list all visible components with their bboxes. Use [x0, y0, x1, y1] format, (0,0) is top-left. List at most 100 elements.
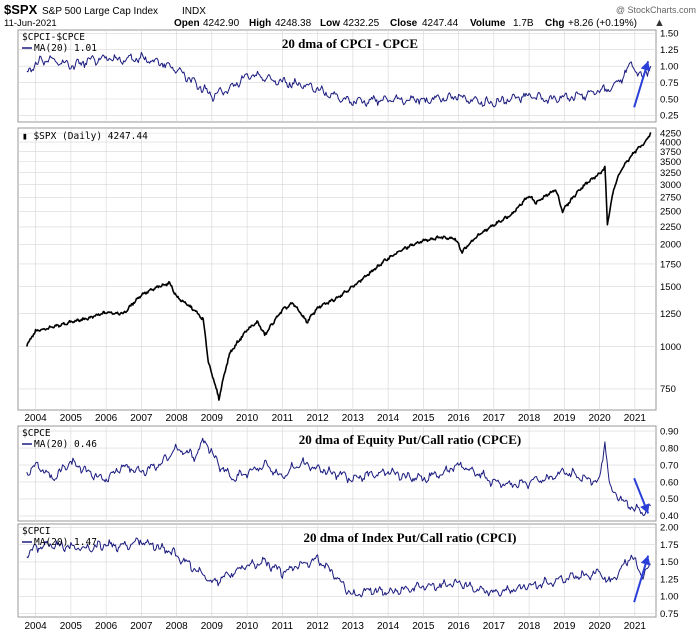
cpci_cpce-series-line: [26, 51, 652, 108]
open-label: Open: [174, 18, 200, 29]
x-tick-label-spx: 2007: [130, 413, 153, 424]
x-tick-label-bottom: 2004: [24, 621, 47, 632]
cpci-frame: [17, 523, 657, 618]
header-exchange: INDX: [182, 6, 206, 17]
x-tick-label-bottom: 2012: [306, 621, 329, 632]
spx-legend: ▮ $SPX (Daily) 4247.44: [22, 131, 148, 142]
x-tick-label-bottom: 2020: [588, 621, 611, 632]
x-tick-label-bottom: 2007: [130, 621, 153, 632]
cpci-legend-ma: MA(20) 1.47: [34, 537, 97, 548]
low-value: 4232.25: [343, 18, 380, 29]
low-label: Low: [320, 18, 340, 29]
cpce-title: 20 dma of Equity Put/Call ratio (CPCE): [299, 432, 521, 447]
y-tick-label: 2500: [660, 207, 681, 218]
x-tick-label-bottom: 2009: [201, 621, 224, 632]
y-tick-label: 1750: [660, 259, 681, 270]
y-tick-label: 3500: [660, 157, 681, 168]
x-tick-label-bottom: 2021: [624, 621, 647, 632]
x-tick-label-bottom: 2013: [342, 621, 365, 632]
high-value: 4248.38: [275, 18, 312, 29]
cpce-series-line: [26, 437, 652, 516]
y-tick-label: 0.90: [660, 426, 679, 437]
y-tick-label: 0.25: [660, 111, 679, 122]
cpce-arrow-head-icon: [640, 503, 650, 514]
y-tick-label: 0.50: [660, 494, 679, 505]
cpce-legend-series: $CPCE: [22, 428, 51, 439]
x-tick-label-spx: 2005: [60, 413, 83, 424]
y-tick-label: 1.00: [660, 592, 679, 603]
cpci_cpce-legend-series: $CPCI-$CPCE: [22, 32, 85, 43]
x-tick-label-bottom: 2019: [553, 621, 576, 632]
cpci_cpce-frame: [17, 29, 657, 123]
y-tick-label: 3000: [660, 180, 681, 191]
y-tick-label: 0.70: [660, 460, 679, 471]
y-tick-label: 1.25: [660, 45, 679, 56]
x-tick-label-spx: 2013: [342, 413, 365, 424]
cpci_cpce-arrow-head-icon: [640, 61, 651, 72]
header-date: 11-Jun-2021: [4, 18, 57, 29]
y-tick-label: 1.00: [660, 61, 679, 72]
close-label: Close: [390, 18, 418, 29]
chg-up-arrow-icon: ▲: [654, 17, 665, 29]
y-tick-label: 1500: [660, 282, 681, 293]
x-tick-label-bottom: 2006: [95, 621, 118, 632]
y-tick-label: 1.75: [660, 540, 679, 551]
y-tick-label: 0.75: [660, 609, 679, 620]
x-tick-label-bottom: 2011: [272, 621, 294, 632]
x-tick-label-spx: 2009: [201, 413, 224, 424]
x-tick-label-spx: 2020: [588, 413, 611, 424]
volume-value: 1.7B: [513, 18, 534, 29]
y-tick-label: 1.50: [660, 557, 679, 568]
x-tick-label-bottom: 2018: [518, 621, 541, 632]
spx-series-line: [26, 132, 652, 401]
x-tick-label-spx: 2010: [236, 413, 259, 424]
y-tick-label: 4000: [660, 137, 681, 148]
y-tick-label: 2750: [660, 193, 681, 204]
x-tick-label-spx: 2004: [24, 413, 47, 424]
cpce-frame: [17, 425, 657, 522]
x-tick-label-spx: 2012: [306, 413, 329, 424]
y-tick-label: 750: [660, 384, 676, 395]
x-tick-label-bottom: 2014: [377, 621, 400, 632]
x-tick-label-spx: 2011: [272, 413, 294, 424]
cpci-series-line: [26, 537, 651, 598]
y-tick-label: 3250: [660, 168, 681, 179]
x-tick-label-spx: 2008: [165, 413, 188, 424]
x-tick-label-spx: 2018: [518, 413, 541, 424]
x-tick-label-bottom: 2016: [447, 621, 470, 632]
high-label: High: [249, 18, 271, 29]
x-tick-label-spx: 2021: [624, 413, 647, 424]
x-tick-label-bottom: 2017: [483, 621, 506, 632]
y-tick-label: 0.50: [660, 94, 679, 105]
y-tick-label: 0.60: [660, 477, 679, 488]
y-tick-label: 3750: [660, 147, 681, 158]
cpce-legend-ma: MA(20) 0.46: [34, 439, 97, 450]
y-tick-label: 1000: [660, 342, 681, 353]
cpci-arrow-head-icon: [640, 555, 651, 566]
y-tick-label: 4250: [660, 128, 681, 139]
spx-frame: [17, 127, 657, 411]
y-tick-label: 0.40: [660, 511, 679, 522]
cpci-legend-series: $CPCI: [22, 526, 51, 537]
x-tick-label-spx: 2016: [447, 413, 470, 424]
x-tick-label-spx: 2017: [483, 413, 506, 424]
header-symbol: $SPX: [4, 2, 38, 17]
volume-label: Volume: [470, 18, 506, 29]
y-tick-label: 2000: [660, 240, 681, 251]
x-tick-label-bottom: 2015: [412, 621, 435, 632]
x-tick-label-spx: 2015: [412, 413, 435, 424]
chg-label: Chg: [545, 18, 564, 29]
y-tick-label: 1.50: [660, 29, 679, 40]
close-value: 4247.44: [422, 18, 459, 29]
cpci_cpce-legend-ma: MA(20) 1.01: [34, 43, 97, 54]
x-tick-label-bottom: 2010: [236, 621, 259, 632]
y-tick-label: 0.80: [660, 443, 679, 454]
x-tick-label-bottom: 2005: [60, 621, 83, 632]
x-tick-label-bottom: 2008: [165, 621, 188, 632]
y-tick-label: 0.75: [660, 78, 679, 89]
chg-value: +8.26 (+0.19%): [568, 18, 637, 29]
y-tick-label: 2.00: [660, 523, 679, 534]
cpci_cpce-panel: 1.50 1.25 1.00 0.75 0.50 0.25 $CPCI-$CPCEMA(20…: [17, 29, 679, 123]
